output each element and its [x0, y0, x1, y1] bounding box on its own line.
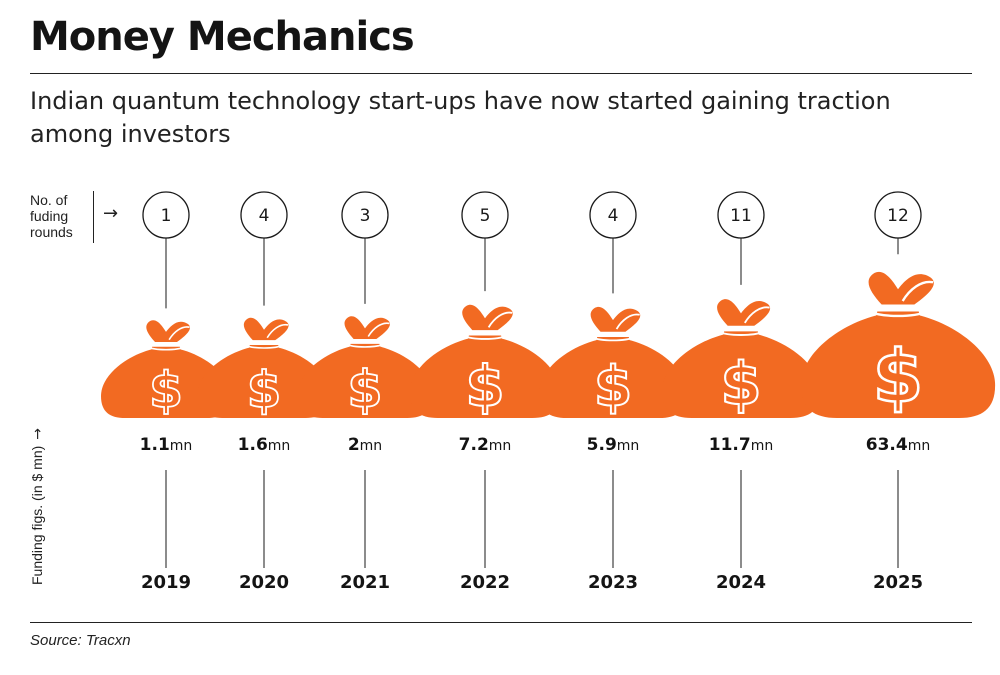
bag-tie — [345, 339, 385, 344]
funding-value-2023: 5.9mn — [587, 435, 640, 455]
bag-tie-curve — [462, 334, 508, 340]
bag-top-fold — [168, 326, 190, 341]
bag-tie-curve — [345, 343, 385, 348]
funding-number: 63.4 — [866, 435, 908, 455]
bag-body — [197, 347, 331, 418]
funding-number: 7.2 — [459, 435, 489, 455]
bag-group-2021: 3 $2mn 2021 — [297, 191, 433, 593]
rounds-value-2024: 11 — [730, 206, 752, 226]
funding-unit: mn — [170, 438, 193, 454]
bag-tie — [869, 305, 927, 312]
year-label-2020: 2020 — [239, 572, 289, 593]
money-bag-dollar-icon: $ — [409, 304, 561, 420]
funding-unit: mn — [751, 438, 774, 454]
bag-top-fold — [487, 311, 513, 328]
bag-top-fold — [743, 306, 770, 324]
year-label-2024: 2024 — [716, 572, 766, 593]
bag-body — [662, 334, 820, 418]
funding-number: 1.1 — [140, 435, 170, 455]
rounds-value-2021: 3 — [360, 206, 371, 226]
money-bag-dollar-icon: $ — [197, 317, 331, 420]
dollar-icon: $ — [594, 356, 632, 420]
dollar-icon: $ — [720, 350, 761, 419]
year-label-2023: 2023 — [588, 572, 638, 593]
source-divider — [30, 622, 972, 623]
bag-top — [868, 271, 934, 305]
money-bag-dollar-icon: $ — [101, 320, 231, 420]
funding-unit: mn — [617, 438, 640, 454]
funding-value-2019: 1.1mn — [140, 435, 193, 455]
rounds-value-2022: 5 — [480, 206, 491, 226]
bag-tie-curve — [717, 330, 765, 336]
bag-group-2025: 12 $63.4mn 2025 — [800, 191, 996, 593]
funding-unit: mn — [489, 438, 512, 454]
bag-tie — [244, 340, 284, 345]
funding-number: 5.9 — [587, 435, 617, 455]
funding-unit: mn — [268, 438, 291, 454]
funding-number: 2 — [348, 435, 360, 455]
rounds-label-bar — [93, 191, 94, 243]
bag-tie-curve — [591, 336, 635, 342]
money-bag-dollar-icon: $ — [539, 306, 687, 421]
bag-top-fold — [266, 323, 289, 339]
bag-tie — [147, 342, 185, 347]
dollar-icon: $ — [873, 336, 923, 420]
bag-top — [344, 316, 390, 339]
dollar-icon: $ — [347, 360, 382, 419]
funding-value-2022: 7.2mn — [459, 435, 512, 455]
money-bag-dollar-icon: $ — [297, 316, 433, 419]
bag-group-2022: 5 $7.2mn 2022 — [409, 191, 561, 593]
bag-top-fold — [901, 280, 934, 302]
funding-unit: mn — [908, 438, 931, 454]
bag-tie — [591, 332, 635, 338]
bag-top — [146, 320, 190, 343]
year-label-2025: 2025 — [873, 572, 923, 593]
bag-tie-curve — [869, 310, 927, 318]
bag-group-2024: 11 $11.7mn 2024 — [662, 191, 820, 593]
bag-tie-curve — [146, 346, 186, 351]
bag-top-fold — [367, 322, 390, 337]
bag-body — [409, 338, 561, 418]
funding-value-2024: 11.7mn — [709, 435, 773, 455]
money-bag-dollar-icon: $ — [662, 299, 820, 420]
funding-value-2020: 1.6mn — [238, 435, 291, 455]
year-label-2021: 2021 — [340, 572, 390, 593]
dollar-icon: $ — [465, 354, 504, 419]
bag-top — [243, 317, 289, 341]
dollar-icon: $ — [149, 363, 183, 419]
rounds-value-2025: 12 — [887, 206, 909, 226]
bag-group-2020: 4 $1.6mn 2020 — [197, 191, 331, 593]
bag-group-2019: 1 $1.1mn 2019 — [101, 191, 231, 593]
bag-body — [539, 339, 687, 418]
rounds-value-2020: 4 — [259, 206, 270, 226]
bag-group-2023: 4 $5.9mn 2023 — [539, 191, 687, 593]
source-note: Source: Tracxn — [30, 632, 131, 649]
funding-unit: mn — [360, 438, 383, 454]
title-divider — [30, 73, 972, 74]
bag-top-fold — [615, 313, 640, 330]
bag-top — [717, 299, 771, 326]
bag-body — [297, 346, 433, 418]
year-label-2022: 2022 — [460, 572, 510, 593]
funding-value-2021: 2mn — [348, 435, 382, 455]
year-label-2019: 2019 — [141, 572, 191, 593]
rounds-value-2019: 1 — [161, 206, 172, 226]
bag-top — [590, 306, 641, 332]
chart-subtitle: Indian quantum technology start-ups have… — [30, 87, 891, 148]
chart-title: Money Mechanics — [30, 14, 415, 60]
bag-tie — [718, 326, 764, 332]
funding-number: 1.6 — [238, 435, 268, 455]
bag-tie-curve — [244, 344, 284, 349]
bag-top — [462, 304, 513, 331]
bag-tie — [463, 330, 507, 336]
rounds-axis-label: No. of fuding rounds — [30, 192, 73, 240]
funding-value-2025: 63.4mn — [866, 435, 930, 455]
bag-body — [800, 315, 996, 418]
rounds-value-2023: 4 — [608, 206, 619, 226]
money-bag-dollar-icon: $ — [800, 271, 996, 421]
dollar-icon: $ — [247, 361, 282, 419]
funding-number: 11.7 — [709, 435, 751, 455]
rounds-arrow-icon: → — [103, 203, 119, 224]
